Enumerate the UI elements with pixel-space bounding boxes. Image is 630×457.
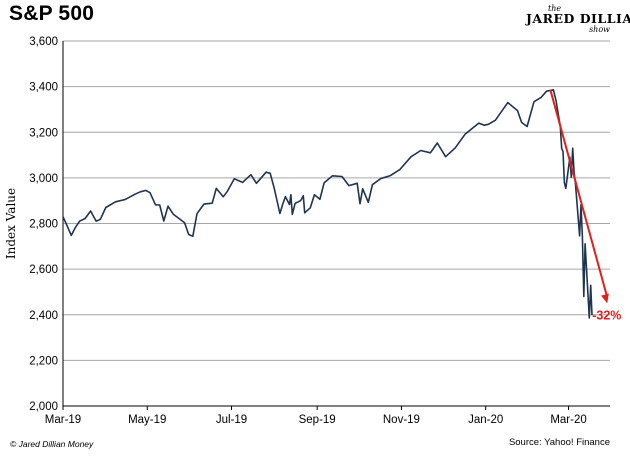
x-tick-label: Mar-19: [45, 414, 81, 426]
annotation-arrow-shaft: [549, 89, 609, 298]
x-tick-label: Jul-19: [216, 414, 247, 426]
brand-logo: the JARED DILLIAN show: [526, 4, 630, 34]
chart-title: S&P 500: [9, 2, 95, 25]
x-tick-label: Jan-20: [468, 414, 503, 426]
y-tick-label: 3,600: [29, 36, 58, 48]
y-tick-label: 3,000: [29, 173, 58, 185]
y-tick-label: 2,200: [29, 355, 58, 367]
brand-logo-name: JARED DILLIAN: [526, 11, 630, 26]
x-tick-label: Nov-19: [383, 414, 420, 426]
copyright-note: © Jared Dillian Money: [10, 439, 94, 449]
x-tick-label: Sep-19: [299, 414, 336, 426]
y-tick-labels: 2,000 2,200 2,400 2,600 2,800 3,000 3,200 3,400…: [29, 36, 58, 413]
y-tick-label: 3,400: [29, 82, 58, 94]
x-tick-label: Mar-20: [550, 414, 586, 426]
axes: [62, 41, 610, 410]
x-tick-label: May-19: [128, 414, 166, 426]
series-line: [62, 89, 593, 319]
y-tick-label: 3,200: [29, 127, 58, 139]
brand-logo-the: the: [548, 4, 562, 13]
x-tick-labels: Mar-19 May-19 Jul-19 Sep-19 Nov-19 Jan-20 Mar-…: [45, 414, 587, 426]
y-tick-label: 2,000: [29, 401, 58, 413]
y-axis-label: Index Value: [4, 188, 18, 259]
y-tick-label: 2,600: [29, 264, 58, 276]
brand-logo-show: show: [589, 25, 610, 34]
decline-annotation: -32%: [549, 89, 621, 322]
y-tick-label: 2,800: [29, 219, 58, 231]
annotation-arrow-head: [601, 293, 609, 304]
gridlines: [63, 40, 610, 361]
source-note: Source: Yahoo! Finance: [508, 437, 610, 448]
annotation-label: -32%: [592, 308, 621, 322]
y-tick-label: 2,400: [29, 310, 58, 322]
